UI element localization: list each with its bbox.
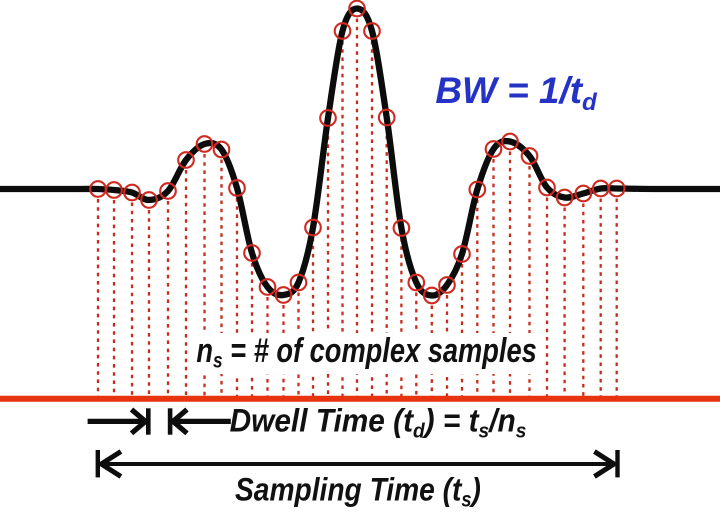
svg-text:ns = # of complex samples: ns = # of complex samples <box>196 331 536 373</box>
svg-text:Dwell Time (td) = ts/ns: Dwell Time (td) = ts/ns <box>230 403 527 443</box>
svg-text:Sampling Time (ts): Sampling Time (ts) <box>235 472 481 512</box>
svg-text:BW = 1/td: BW = 1/td <box>435 69 597 116</box>
